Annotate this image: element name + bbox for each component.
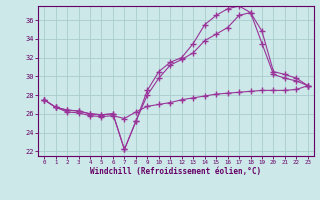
- X-axis label: Windchill (Refroidissement éolien,°C): Windchill (Refroidissement éolien,°C): [91, 167, 261, 176]
